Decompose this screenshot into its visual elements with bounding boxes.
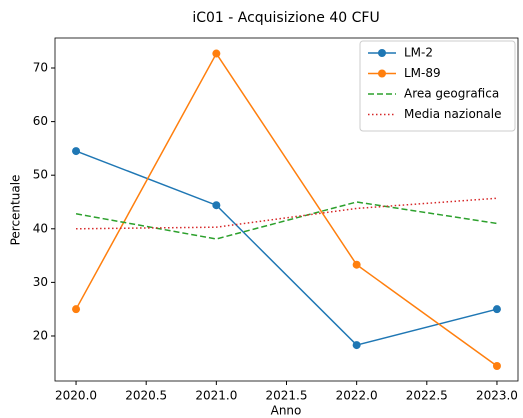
x-tick-label: 2021.0: [195, 389, 237, 403]
data-point: [212, 201, 221, 210]
x-tick-label: 2022.5: [406, 389, 448, 403]
data-point: [212, 49, 221, 58]
y-tick-label: 60: [33, 114, 48, 128]
legend-label: LM-89: [404, 66, 441, 80]
y-tick-label: 40: [33, 221, 48, 235]
x-tick-label: 2022.0: [336, 389, 378, 403]
y-axis-label: Percentuale: [9, 175, 23, 246]
series-line: [75, 150, 498, 346]
legend-marker: [378, 49, 386, 57]
chart-title: iC01 - Acquisizione 40 CFU: [192, 10, 379, 26]
data-point: [352, 260, 361, 269]
y-tick-label: 70: [33, 61, 48, 75]
y-tick-label: 30: [33, 275, 48, 289]
y-tick-label: 50: [33, 168, 48, 182]
x-tick-label: 2023.0: [476, 389, 518, 403]
x-tick-label: 2020.0: [55, 389, 97, 403]
legend-label: Area geografica: [404, 87, 499, 101]
series-line: [75, 201, 498, 240]
series-line: [76, 197, 498, 230]
legend-box: [359, 40, 516, 132]
data-point: [72, 305, 81, 314]
data-point: [352, 341, 361, 350]
data-point: [492, 361, 501, 370]
data-point: [72, 147, 81, 156]
legend-marker: [378, 69, 386, 78]
x-tick-label: 2021.5: [266, 389, 308, 403]
y-tick-label: 20: [33, 328, 48, 342]
data-point: [492, 305, 501, 314]
x-tick-label: 2020.5: [125, 389, 167, 403]
legend-label: LM-2: [404, 46, 433, 60]
axes-frame: [54, 37, 519, 382]
x-axis-label: Anno: [271, 404, 302, 418]
series-line: [75, 52, 498, 367]
legend-label: Media nazionale: [404, 107, 501, 121]
